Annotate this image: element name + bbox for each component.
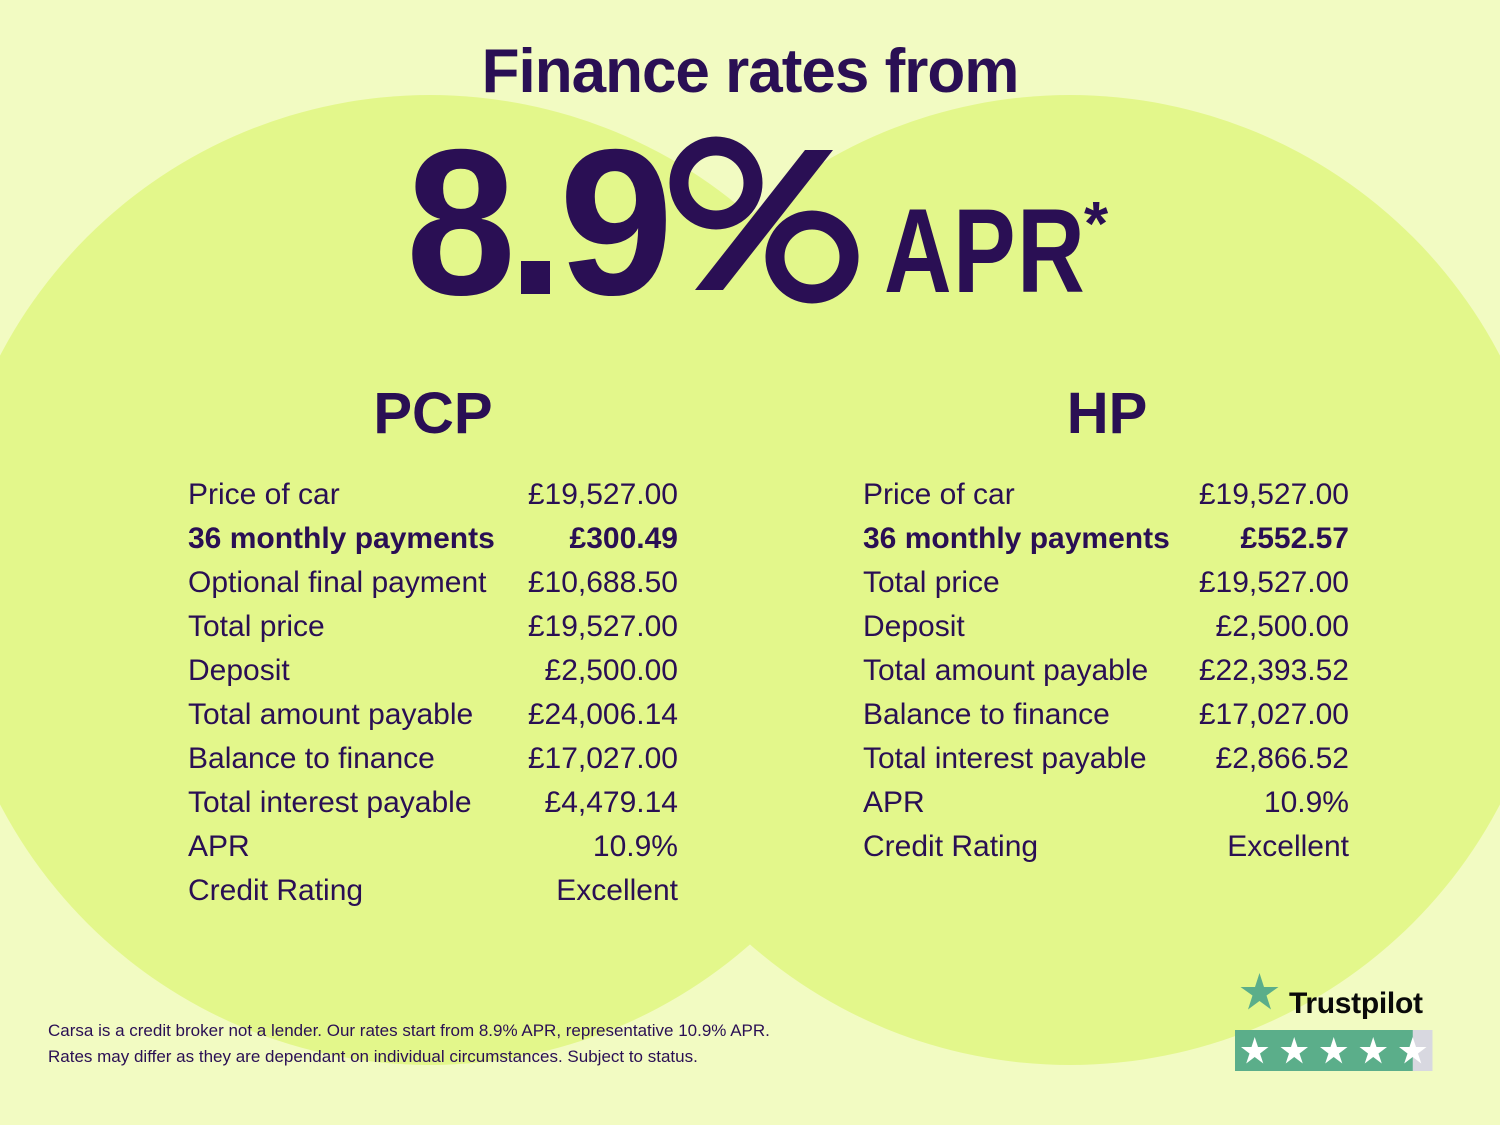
svg-text:Trustpilot: Trustpilot: [1289, 987, 1423, 1020]
